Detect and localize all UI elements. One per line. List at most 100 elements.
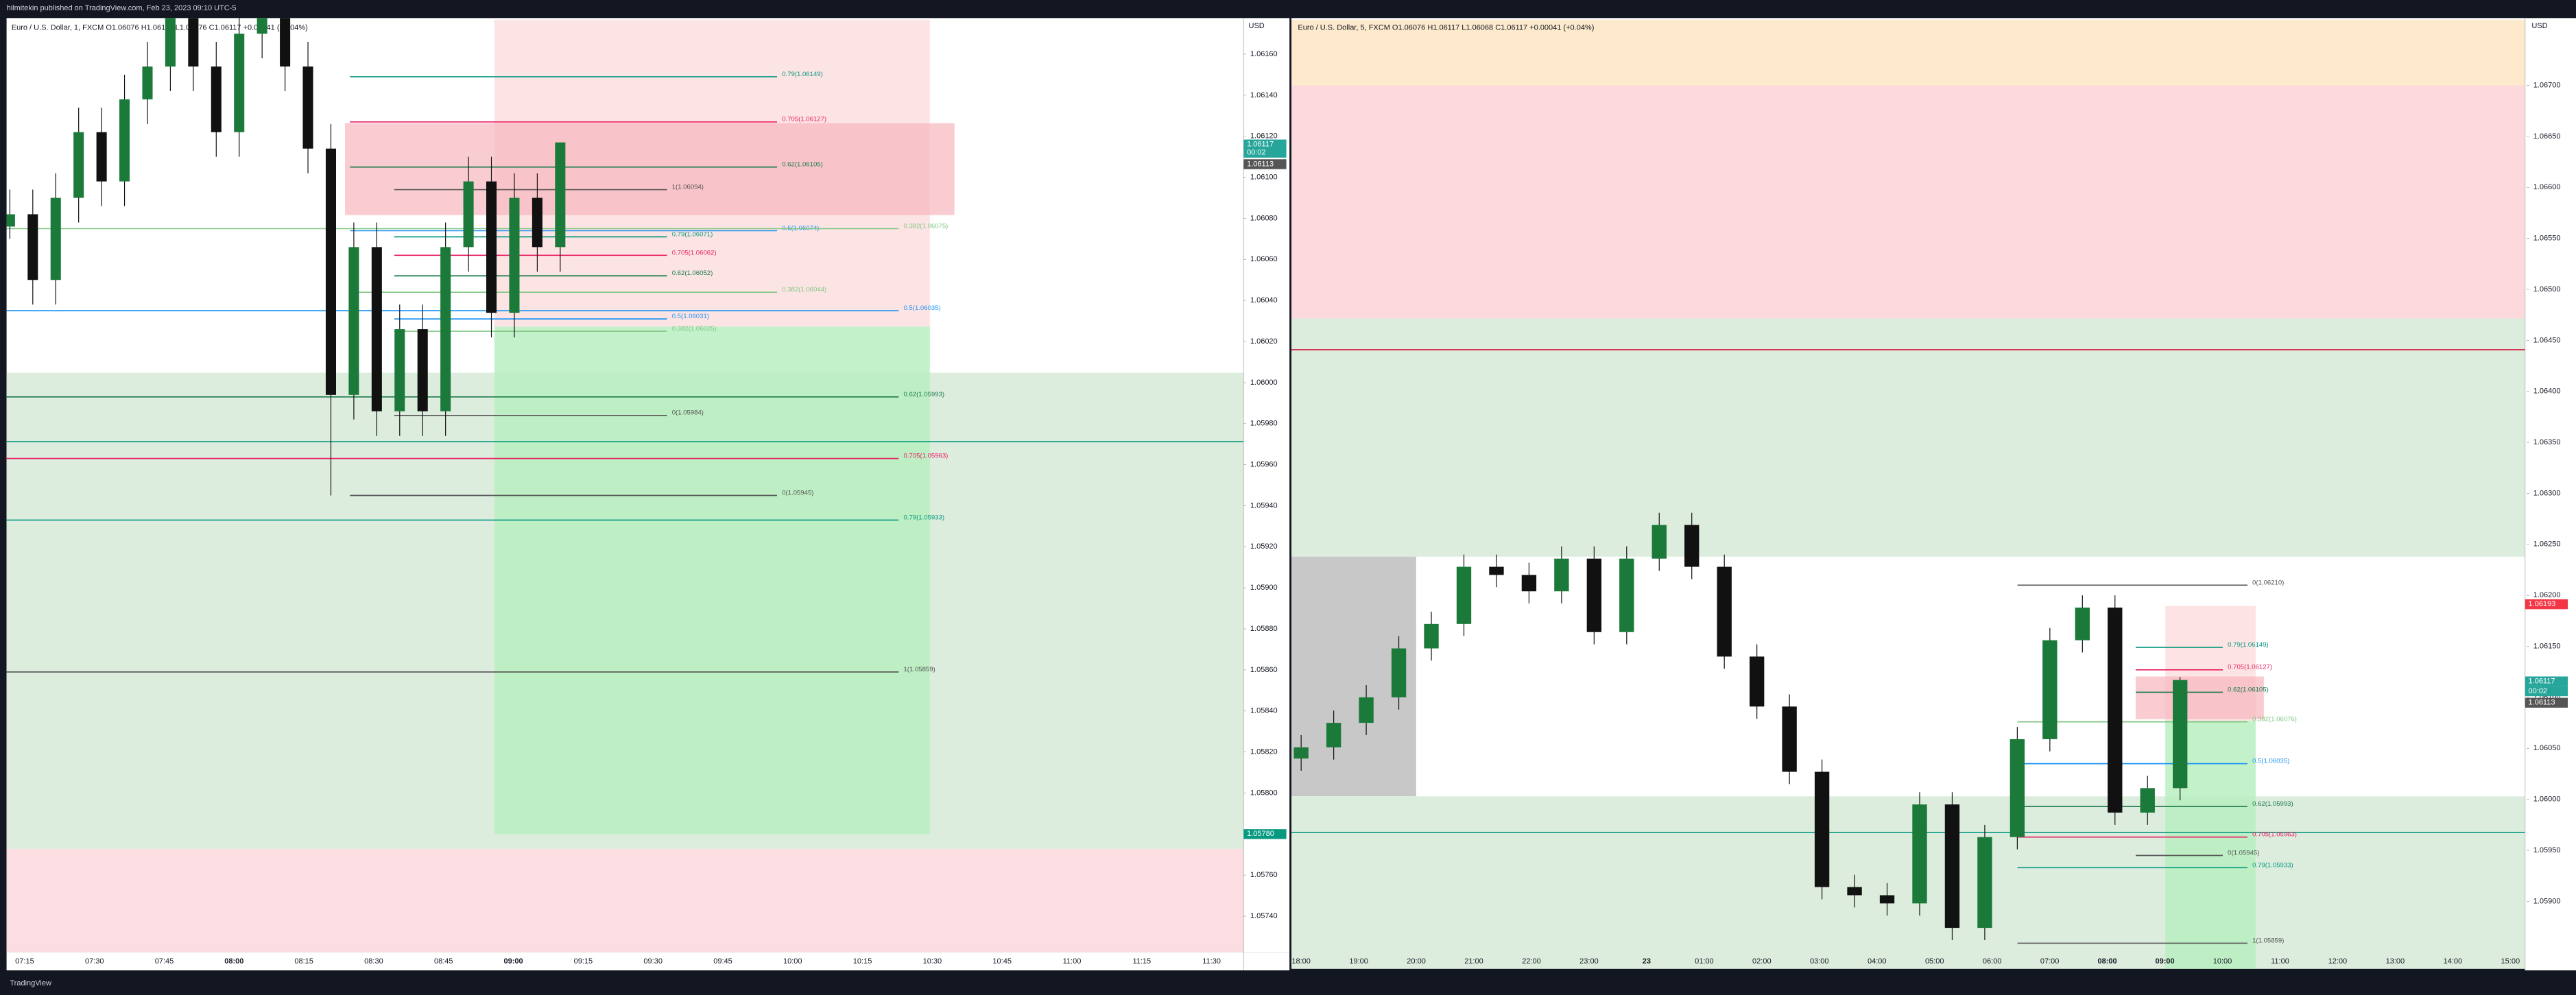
price-label: 1.06300 <box>2533 489 2561 497</box>
fib-label: 0.62(1.06105) <box>2228 686 2269 693</box>
time-label: 14:00 <box>2444 957 2463 966</box>
badge-label: 00:02 <box>1247 149 1266 157</box>
candle-body <box>234 34 245 132</box>
time-label: 10:15 <box>853 957 872 966</box>
price-label: 1.05900 <box>2533 897 2561 905</box>
candle-body <box>119 99 130 182</box>
fib-label: 0(1.06210) <box>2252 579 2284 586</box>
price-label: 1.06060 <box>1250 255 1278 263</box>
time-label: 19:00 <box>1349 957 1368 966</box>
badge-label: 1.06117 <box>2529 678 2555 686</box>
price-badge <box>2525 686 2568 697</box>
candle-body <box>6 214 15 227</box>
candle-body <box>73 132 84 198</box>
fib-label: 1(1.05859) <box>903 666 935 673</box>
price-label: 1.06020 <box>1250 337 1278 346</box>
plot-layer: 0(1.06210) 0.79(1.06149) 0.705(1.06127) 0.6… <box>1291 349 2525 944</box>
fib-label: 0.62(1.05993) <box>2252 800 2293 808</box>
time-label: 11:15 <box>1132 957 1151 966</box>
time-label: 07:15 <box>15 957 34 966</box>
price-label: 1.06100 <box>2533 693 2561 702</box>
fib-label: 1(1.06094) <box>672 183 704 191</box>
fib-label: 0(1.05945) <box>782 489 813 496</box>
price-label: 1.06050 <box>2533 744 2561 752</box>
order-block <box>2136 676 2264 719</box>
candle-body <box>1749 656 1765 707</box>
fib-label: 0.382(1.06075) <box>903 222 948 230</box>
candle-body <box>1521 575 1537 592</box>
time-label: 09:45 <box>713 957 732 966</box>
time-label: 08:15 <box>294 957 313 966</box>
price-label: 1.06350 <box>2533 438 2561 446</box>
chart-layer: 0(1.06210) 0.79(1.06149) 0.705(1.06127) 0.6… <box>1291 81 2568 966</box>
time-label: 20:00 <box>1407 957 1426 966</box>
fib-label: 0.382(1.06044) <box>782 286 826 293</box>
fib-label: 0.5(1.06035) <box>2252 758 2289 765</box>
time-label: 07:45 <box>155 957 174 966</box>
time-label: 23:00 <box>1579 957 1599 966</box>
brand: TradingView <box>10 979 51 987</box>
right-chart: Euro / U.S. Dollar, 5, FXCM O1.06076 H1.… <box>1289 18 2576 971</box>
candle-body <box>1782 706 1797 772</box>
fib-label: 0.62(1.05993) <box>903 391 944 398</box>
candle-body <box>1814 771 1830 887</box>
time-label: 09:30 <box>643 957 663 966</box>
time-label: 11:30 <box>1202 957 1221 966</box>
fib-label: 0(1.05984) <box>672 409 704 417</box>
price-badge <box>1243 829 1287 839</box>
candle-body <box>1456 566 1472 624</box>
candle-body <box>555 142 566 248</box>
badge-label: 00:02 <box>2529 687 2548 695</box>
price-label: 1.06650 <box>2533 132 2561 141</box>
fib-label: 0.382(1.06076) <box>2252 716 2297 723</box>
candle-body <box>2009 739 2025 837</box>
price-label: 1.06160 <box>1250 50 1278 58</box>
price-badge <box>2525 697 2568 708</box>
price-label: 1.05740 <box>1250 912 1278 920</box>
candle-body <box>188 18 199 67</box>
price-label: 1.06120 <box>1250 132 1278 141</box>
price-label: 1.05880 <box>1250 625 1278 633</box>
price-badge <box>2525 599 2568 610</box>
fib-label: 0.705(1.06127) <box>782 116 826 123</box>
candle-body <box>257 18 267 34</box>
time-label: 10:45 <box>992 957 1012 966</box>
fib-label: 1(1.05859) <box>2252 937 2284 944</box>
price-label: 1.06200 <box>2533 591 2561 599</box>
fib-label: 0.79(1.06149) <box>2228 641 2269 649</box>
time-label: 07:30 <box>85 957 104 966</box>
time-label: 07:00 <box>2040 957 2060 966</box>
price-label: 1.06450 <box>2533 336 2561 344</box>
candle-body <box>394 329 405 411</box>
time-label: 21:00 <box>1464 957 1483 966</box>
candle-body <box>142 66 153 99</box>
fib-label: 0.705(1.05963) <box>2252 831 2297 839</box>
candle-body <box>1326 723 1341 747</box>
candle-body <box>2140 788 2155 813</box>
candle-body <box>2173 680 2188 789</box>
price-label: 1.05960 <box>1250 461 1278 469</box>
fib-label: 0.5(1.06031) <box>672 313 709 320</box>
candle-body <box>280 18 291 67</box>
time-label: 15:00 <box>2501 957 2520 966</box>
premium-zone <box>1291 19 2525 86</box>
pink-zone <box>6 848 1244 952</box>
price-label: 1.06250 <box>2533 540 2561 549</box>
candle-body <box>2075 608 2090 640</box>
candle-body <box>348 247 359 395</box>
time-label: 03:00 <box>1810 957 1829 966</box>
candle-body <box>1847 887 1862 896</box>
time-label: 09:00 <box>2155 957 2174 966</box>
price-label: 1.06150 <box>2533 642 2561 650</box>
candle-body <box>532 197 542 248</box>
candle-body <box>1586 558 1602 632</box>
time-label: 18:00 <box>1291 957 1311 966</box>
badge-label: 1.06193 <box>2529 600 2556 608</box>
price-axis <box>2525 18 2576 971</box>
candle-body <box>486 181 497 313</box>
candle-body <box>440 247 451 411</box>
candle-body <box>509 197 520 313</box>
time-label: 10:00 <box>783 957 802 966</box>
